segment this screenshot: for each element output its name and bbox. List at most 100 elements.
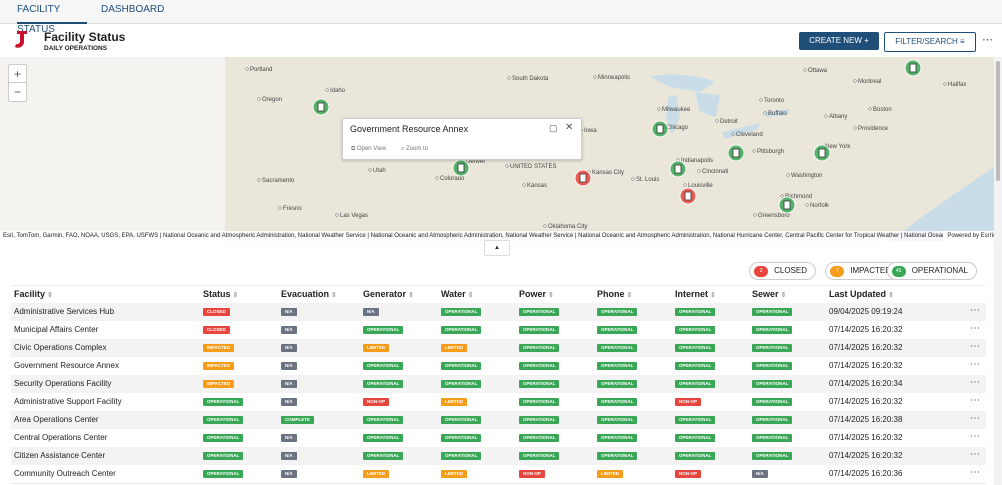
column-header[interactable]: Internet ⇕ <box>675 289 716 299</box>
facility-marker[interactable] <box>813 144 831 162</box>
map-labels: Portland Oregon Idaho Sacramento Fresno Las V… <box>245 67 966 230</box>
status-badge: OPERATIONAL <box>441 416 482 424</box>
facility-name: Municipal Affairs Center <box>14 325 99 334</box>
city-label: Chicago <box>666 125 689 131</box>
legend-label: IMPACTED <box>850 266 891 275</box>
sort-icon: ⇕ <box>626 292 633 299</box>
legend-count: 7 <box>830 265 845 277</box>
facility-marker[interactable] <box>651 120 669 138</box>
facility-name: Security Operations Facility <box>14 379 112 388</box>
status-badge: OPERATIONAL <box>441 434 482 442</box>
column-header[interactable]: Last Updated ⇕ <box>829 289 894 299</box>
status-badge: NON-OP <box>675 470 701 478</box>
more-menu[interactable]: ⋯ <box>982 34 993 46</box>
status-badge: OPERATIONAL <box>675 326 716 334</box>
zoom-out[interactable]: − <box>8 82 27 102</box>
city-label: Iowa <box>584 128 597 134</box>
popup-dock[interactable]: ▢ <box>549 123 558 133</box>
city-dot <box>786 173 790 177</box>
sort-icon: ⇕ <box>710 292 716 299</box>
row-menu[interactable]: ⋯ <box>970 305 980 316</box>
facility-marker[interactable] <box>778 196 796 214</box>
column-header[interactable]: Power ⇕ <box>519 289 554 299</box>
row-menu[interactable]: ⋯ <box>970 341 980 352</box>
zoom-in[interactable]: + <box>8 64 27 84</box>
city-dot <box>435 176 439 180</box>
facility-name: Civic Operations Complex <box>14 343 107 352</box>
page-title: Facility Status <box>44 30 126 44</box>
facility-marker[interactable] <box>669 160 687 178</box>
last-updated: 07/14/2025 16:20:32 <box>829 433 903 442</box>
scrollbar <box>994 57 1002 485</box>
row-menu[interactable]: ⋯ <box>970 323 980 334</box>
column-header[interactable]: Facility ⇕ <box>14 289 53 299</box>
status-badge: IMPACTED <box>203 344 235 352</box>
row-menu[interactable]: ⋯ <box>970 431 980 442</box>
row-menu[interactable]: ⋯ <box>970 359 980 370</box>
facility-marker[interactable] <box>904 59 922 77</box>
status-badge: OPERATIONAL <box>675 434 716 442</box>
tab-facility-status[interactable]: FACILITY STATUS <box>17 0 87 35</box>
create-new-button[interactable]: CREATE NEW + <box>799 32 879 50</box>
city-label: Portland <box>250 67 272 73</box>
status-badge: OPERATIONAL <box>597 416 638 424</box>
city-label: Albany <box>829 114 847 120</box>
filter-search-button[interactable]: FILTER/SEARCH ≡ <box>884 32 976 52</box>
column-header[interactable]: Generator ⇕ <box>363 289 414 299</box>
city-label: Kansas City <box>592 170 624 176</box>
row-menu[interactable]: ⋯ <box>970 377 980 388</box>
city-label: Oregon <box>262 97 282 103</box>
status-badge: LIMITED <box>441 398 467 406</box>
filter-search-label: FILTER/SEARCH <box>895 37 958 46</box>
column-header[interactable]: Status ⇕ <box>203 289 238 299</box>
status-badge: N/A <box>281 380 297 388</box>
popup-open-view[interactable]: ⧉ Open View <box>351 146 387 152</box>
city-label: Denver <box>466 159 485 165</box>
status-badge: LIMITED <box>363 470 389 478</box>
status-badge: OPERATIONAL <box>441 326 482 334</box>
row-menu[interactable]: ⋯ <box>970 395 980 406</box>
legend-pill[interactable]: 7 IMPACTED <box>825 262 900 280</box>
tab-dashboard[interactable]: DASHBOARD <box>101 4 165 15</box>
city-dot <box>543 224 547 228</box>
facility-marker[interactable] <box>574 169 592 187</box>
marker-icon <box>674 164 682 174</box>
legend-pill[interactable]: 45 OPERATIONAL <box>886 262 977 280</box>
status-badge: OPERATIONAL <box>752 398 793 406</box>
legend-pill[interactable]: 2 CLOSED <box>749 262 816 280</box>
sort-icon: ⇕ <box>780 292 787 299</box>
column-header[interactable]: Phone ⇕ <box>597 289 632 299</box>
status-badge: IMPACTED <box>203 380 235 388</box>
facility-marker[interactable] <box>727 144 745 162</box>
facility-marker[interactable] <box>679 187 697 205</box>
legend-label: CLOSED <box>774 266 807 275</box>
facility-name: Administrative Support Facility <box>14 397 122 406</box>
facility-marker[interactable] <box>312 98 330 116</box>
sort-icon: ⇕ <box>548 292 554 299</box>
status-badge: OPERATIONAL <box>752 344 793 352</box>
status-badge: OPERATIONAL <box>203 434 244 442</box>
collapse-map[interactable]: ▲ <box>484 240 510 256</box>
row-menu[interactable]: ⋯ <box>970 413 980 424</box>
popup-zoom-to[interactable]: ⌕ Zoom to <box>401 146 429 152</box>
city-label: Kansas <box>527 183 547 189</box>
status-badge: OPERATIONAL <box>752 434 793 442</box>
status-badge: LIMITED <box>597 470 623 478</box>
column-title: Phone <box>597 289 625 299</box>
city-label: Cincinnati <box>702 169 728 175</box>
city-label: Louisville <box>688 183 713 189</box>
row-menu[interactable]: ⋯ <box>970 467 980 478</box>
marker-icon <box>783 200 791 210</box>
city-dot <box>803 68 807 72</box>
status-badge: OPERATIONAL <box>363 416 404 424</box>
facility-marker[interactable] <box>452 159 470 177</box>
column-header[interactable]: Water ⇕ <box>441 289 474 299</box>
status-badge: OPERATIONAL <box>441 308 482 316</box>
status-badge: OPERATIONAL <box>519 362 560 370</box>
row-menu[interactable]: ⋯ <box>970 449 980 460</box>
column-header[interactable]: Evacuation ⇕ <box>281 289 337 299</box>
city-dot <box>731 132 735 136</box>
status-badge: OPERATIONAL <box>203 470 244 478</box>
popup-close[interactable]: ✕ <box>565 122 574 133</box>
column-header[interactable]: Sewer ⇕ <box>752 289 786 299</box>
